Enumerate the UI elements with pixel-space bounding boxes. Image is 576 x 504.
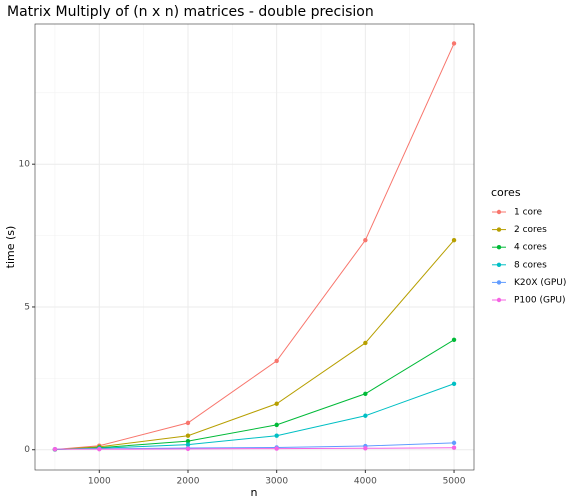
chart-title: Matrix Multiply of (n x n) matrices - do…: [7, 4, 374, 20]
data-point: [363, 340, 368, 346]
data-point: [274, 433, 279, 438]
data-point: [274, 358, 279, 364]
series-line: [54, 239, 455, 450]
legend-key-point: [496, 209, 502, 215]
legend-label: 1 core: [514, 208, 543, 218]
data-point: [97, 446, 102, 452]
legend-key-point: [496, 262, 502, 267]
legend-key-point: [496, 227, 502, 232]
data-point: [274, 422, 279, 428]
data-point: [363, 237, 368, 243]
data-point: [451, 445, 457, 450]
legend-key-point: [496, 245, 502, 250]
data-point: [52, 446, 58, 452]
data-point: [363, 446, 368, 451]
y-tick-label: 5: [24, 302, 30, 312]
data-point: [451, 237, 457, 243]
data-point: [363, 391, 368, 396]
x-axis-label: n: [251, 486, 258, 499]
series-line: [54, 383, 455, 450]
y-axis-label: time (s): [4, 226, 17, 269]
legend-key-point: [496, 297, 502, 303]
series-line: [54, 43, 455, 450]
x-tick-label: 3000: [265, 477, 288, 487]
legend-key-point: [496, 280, 502, 285]
legend-label: 8 cores: [514, 260, 547, 270]
x-tick-label: 1000: [88, 477, 111, 487]
data-point: [185, 420, 191, 426]
y-tick-label: 0: [24, 445, 30, 455]
legend-label: P100 (GPU): [514, 296, 565, 306]
legend-label: K20X (GPU): [514, 278, 566, 288]
data-point: [185, 442, 191, 447]
legend-title: cores: [491, 186, 521, 199]
data-point: [451, 41, 457, 46]
data-point: [274, 401, 279, 406]
x-tick-label: 2000: [177, 477, 200, 487]
data-point: [274, 446, 279, 451]
x-tick-label: 4000: [354, 477, 377, 487]
y-tick-label: 10: [19, 160, 31, 170]
data-point: [185, 433, 191, 438]
legend-label: 4 cores: [514, 243, 547, 253]
data-point: [451, 337, 457, 342]
data-point: [185, 438, 191, 444]
series-line: [54, 339, 455, 450]
data-point: [451, 440, 457, 446]
data-point: [363, 413, 368, 418]
series-line: [54, 447, 455, 450]
x-tick-label: 5000: [443, 477, 466, 487]
legend-label: 2 cores: [514, 225, 547, 235]
data-point: [451, 381, 457, 386]
data-point: [185, 446, 191, 452]
panel-border: [34, 23, 475, 471]
